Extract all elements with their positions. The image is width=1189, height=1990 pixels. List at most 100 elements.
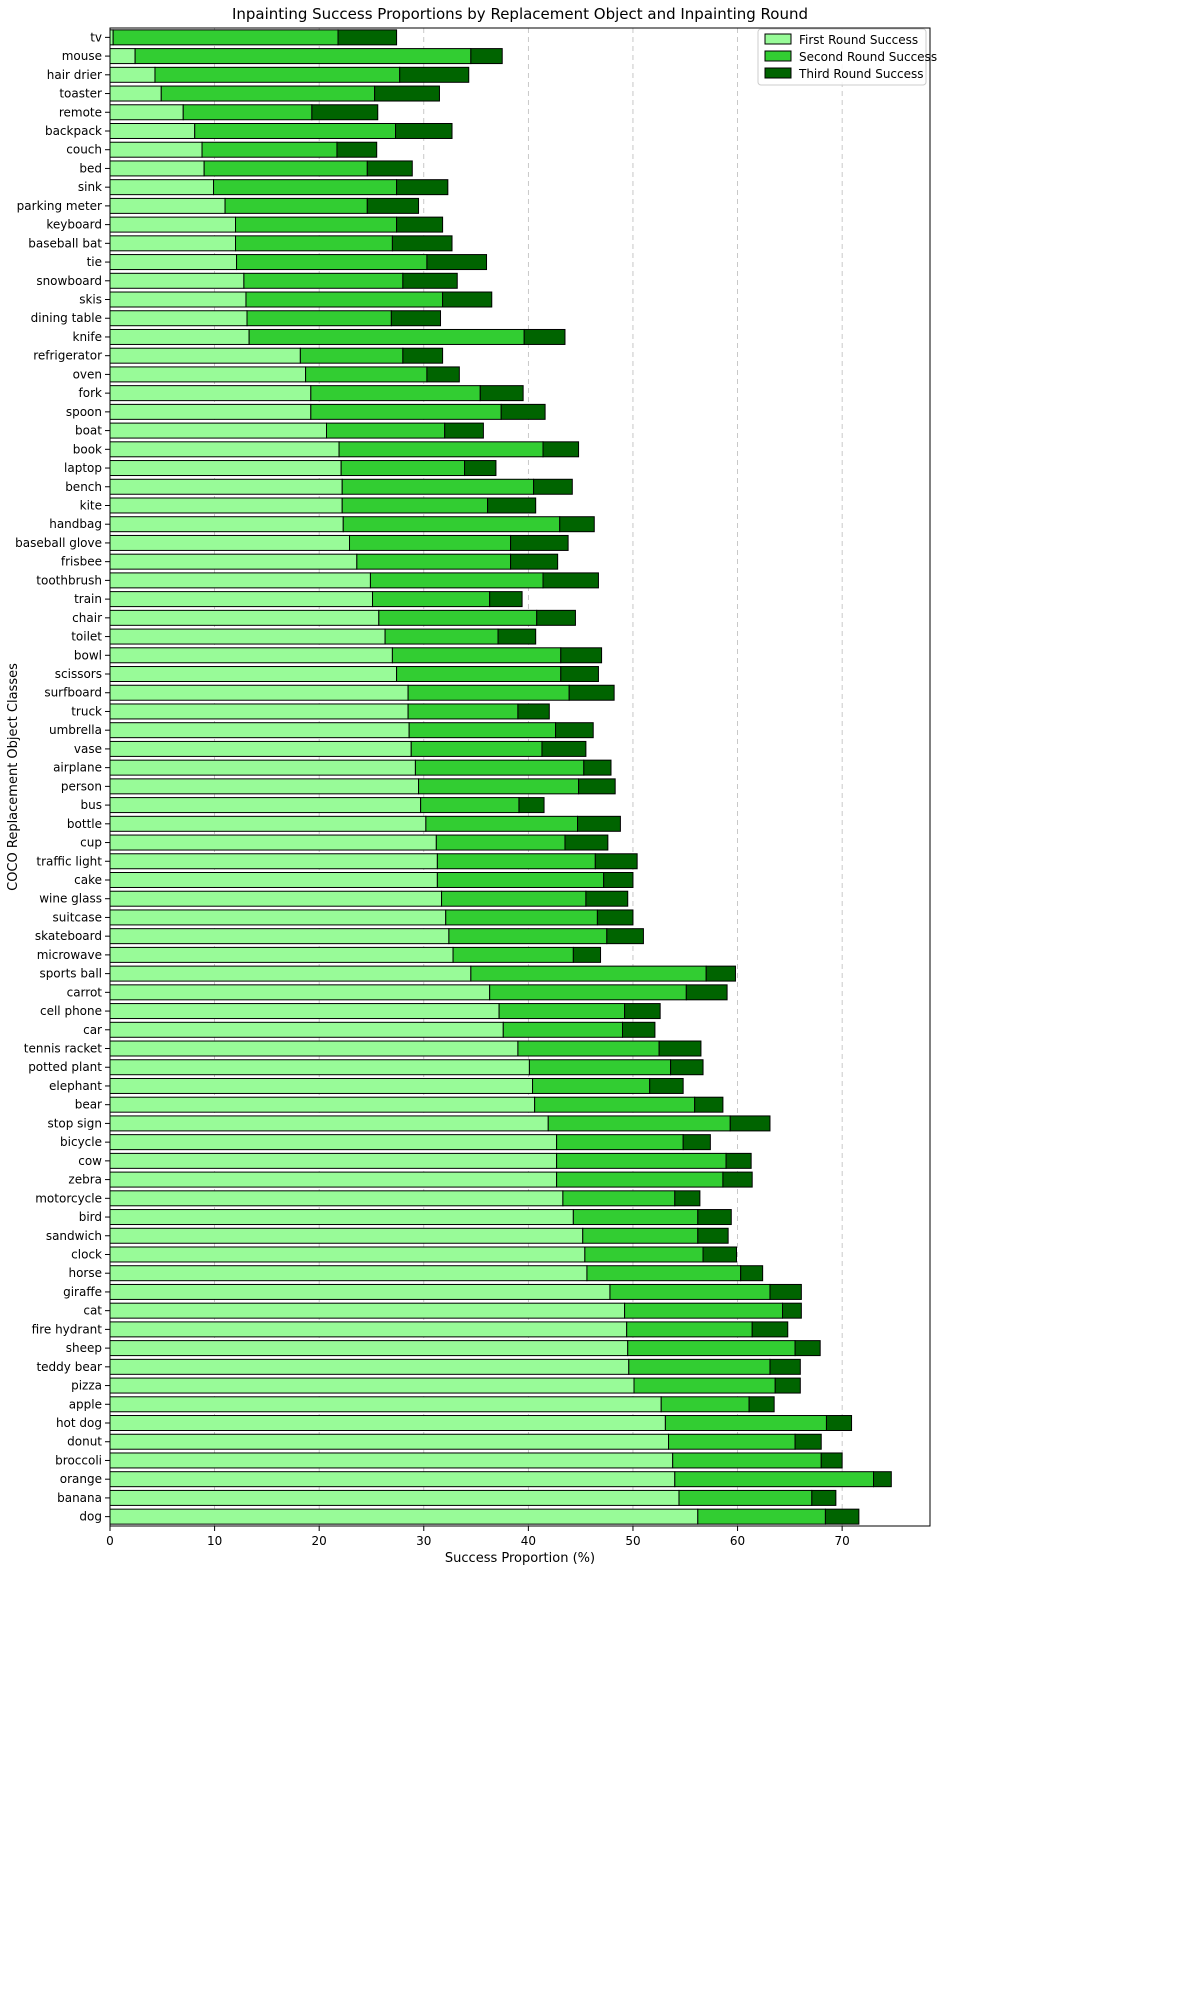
bar-3: [402, 347, 444, 364]
bar-3: [536, 609, 576, 626]
bar-1: [109, 1040, 519, 1057]
bar-1: [109, 1340, 629, 1357]
bar-3: [774, 1377, 801, 1394]
y-tick-label: hot dog: [56, 1416, 102, 1430]
y-tick-label: sandwich: [46, 1229, 102, 1243]
bar-1: [109, 310, 248, 327]
chart-title: Inpainting Success Proportions by Replac…: [232, 5, 808, 23]
y-tick-label: scissors: [55, 667, 102, 681]
x-tick-label: 10: [207, 1534, 222, 1548]
bar-3: [517, 703, 550, 720]
y-tick-label: toothbrush: [36, 573, 102, 587]
bar-3: [366, 197, 420, 214]
y-tick-label: kite: [80, 498, 102, 512]
y-tick-label: orange: [60, 1472, 102, 1486]
bar-2: [498, 1003, 626, 1020]
bar-1: [109, 1227, 584, 1244]
bar-3: [396, 179, 449, 196]
y-tick-label: bird: [79, 1210, 102, 1224]
y-tick-label: couch: [66, 143, 102, 157]
bar-3: [470, 48, 503, 65]
bar-1: [109, 853, 438, 870]
bar-1: [109, 778, 420, 795]
bar-1: [109, 1152, 558, 1169]
bar-3: [391, 235, 453, 252]
y-tick-label: bear: [75, 1098, 102, 1112]
x-tick-label: 40: [521, 1534, 536, 1548]
bar-3: [396, 216, 444, 233]
bar-2: [660, 1396, 750, 1413]
bar-2: [182, 104, 313, 121]
bar-1: [109, 48, 136, 65]
bar-2: [407, 684, 570, 701]
bar-1: [109, 385, 312, 402]
bar-2: [414, 759, 585, 776]
bar-3: [399, 66, 470, 83]
legend-label: First Round Success: [799, 33, 918, 47]
bar-1: [109, 1396, 662, 1413]
bars: [109, 29, 892, 1525]
bar-2: [201, 141, 338, 158]
bar-3: [533, 478, 573, 495]
bar-2: [299, 347, 404, 364]
bar-1: [109, 1003, 500, 1020]
x-axis-label: Success Proportion (%): [445, 1551, 595, 1566]
y-tick-label: keyboard: [46, 218, 102, 232]
y-tick-label: cell phone: [40, 1004, 102, 1018]
y-tick-label: hair drier: [47, 68, 102, 82]
bar-1: [109, 478, 343, 495]
bar-3: [489, 591, 523, 608]
bar-2: [436, 853, 596, 870]
y-tick-label: fire hydrant: [32, 1322, 103, 1336]
bar-1: [109, 1021, 504, 1038]
y-tick-label: elephant: [49, 1079, 102, 1093]
y-tick-label: skis: [79, 293, 102, 307]
bar-3: [697, 1227, 729, 1244]
y-tick-label: baseball glove: [15, 536, 102, 550]
y-tick-label: fork: [79, 386, 103, 400]
bar-3: [426, 254, 488, 271]
bar-1: [109, 1265, 588, 1282]
bar-2: [154, 66, 401, 83]
legend-swatch: [764, 33, 792, 45]
bar-1: [109, 403, 312, 420]
y-tick-label: potted plant: [28, 1060, 102, 1074]
y-tick-label: wine glass: [39, 892, 102, 906]
bar-3: [649, 1077, 684, 1094]
y-tick-label: stop sign: [47, 1116, 102, 1130]
bar-1: [109, 122, 196, 139]
bar-3: [568, 684, 615, 701]
y-tick-label: truck: [71, 704, 102, 718]
y-tick-label: microwave: [37, 948, 102, 962]
bar-1: [109, 1415, 666, 1432]
bar-2: [420, 797, 520, 814]
bar-2: [235, 235, 393, 252]
bar-2: [517, 1040, 660, 1057]
y-tick-label: oven: [73, 367, 102, 381]
bar-2: [534, 1096, 696, 1113]
y-ticks: tv mouse hair drier toaster remote backpack co…: [15, 30, 110, 1524]
bar-1: [109, 946, 454, 963]
bar-2: [245, 291, 444, 308]
y-tick-label: boat: [75, 424, 102, 438]
x-tick-label: 70: [835, 1534, 850, 1548]
bar-1: [109, 628, 386, 645]
bar-2: [134, 48, 472, 65]
bar-3: [560, 647, 603, 664]
bar-1: [109, 1321, 628, 1338]
bar-3: [769, 1283, 802, 1300]
bar-3: [825, 1415, 853, 1432]
y-tick-label: cake: [74, 873, 102, 887]
bar-3: [794, 1340, 821, 1357]
bar-3: [395, 122, 453, 139]
bar-3: [390, 310, 442, 327]
bar-2: [160, 85, 376, 102]
bar-2: [203, 160, 368, 177]
bar-1: [109, 66, 156, 83]
bar-1: [109, 965, 472, 982]
bar-3: [518, 797, 545, 814]
bar-2: [436, 871, 605, 888]
bar-1: [109, 141, 203, 158]
bar-2: [626, 1321, 753, 1338]
y-tick-label: banana: [57, 1491, 102, 1505]
